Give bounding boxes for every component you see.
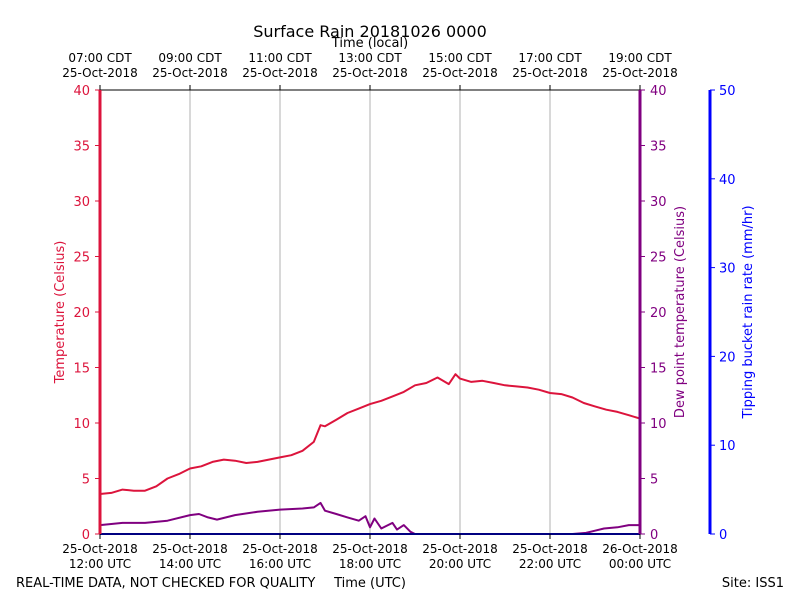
local-tick-time: 15:00 CDT xyxy=(428,51,492,65)
utc-tick-time: 22:00 UTC xyxy=(519,557,581,571)
grid-lines xyxy=(189,90,551,534)
local-tick-date: 25-Oct-2018 xyxy=(62,66,138,80)
temperature-tick-label: 0 xyxy=(82,528,90,543)
utc-tick-time: 18:00 UTC xyxy=(339,557,401,571)
temperature-tick-label: 30 xyxy=(73,195,90,210)
local-tick-date: 25-Oct-2018 xyxy=(242,66,318,80)
temperature-tick-label: 40 xyxy=(73,84,90,99)
utc-tick-date: 25-Oct-2018 xyxy=(152,542,228,556)
series-line-temperature xyxy=(99,373,641,495)
temperature-tick-label: 15 xyxy=(73,362,90,377)
rain-tick-label: 50 xyxy=(719,84,736,99)
local-tick-time: 17:00 CDT xyxy=(518,51,582,65)
axis-ticks: 0 0 5 5 10 10 15 15 20 20 25 25 30 30 35 35 40 40 0 10 20 30 4… xyxy=(62,51,735,571)
temperature-tick-label: 5 xyxy=(82,473,90,488)
y-axis-title-rain-rate: Tipping bucket rain rate (mm/hr) xyxy=(741,205,756,419)
local-tick-time: 11:00 CDT xyxy=(248,51,312,65)
footer-quality-note: REAL-TIME DATA, NOT CHECKED FOR QUALITY xyxy=(16,576,315,591)
dewpoint-tick-label: 15 xyxy=(650,362,667,377)
dewpoint-tick-label: 35 xyxy=(650,140,667,155)
local-tick-time: 09:00 CDT xyxy=(158,51,222,65)
rain-tick-label: 20 xyxy=(719,350,736,365)
local-tick-date: 25-Oct-2018 xyxy=(512,66,588,80)
local-tick-time: 19:00 CDT xyxy=(608,51,672,65)
y-axis-title-temperature: Temperature (Celsius) xyxy=(53,241,68,385)
utc-tick-date: 25-Oct-2018 xyxy=(422,542,498,556)
local-tick-time: 07:00 CDT xyxy=(68,51,132,65)
utc-tick-date: 25-Oct-2018 xyxy=(242,542,318,556)
utc-tick-date: 25-Oct-2018 xyxy=(512,542,588,556)
top-axis-title: Time (local) xyxy=(331,36,408,51)
x-axis-title: Time (UTC) xyxy=(333,576,406,591)
dewpoint-tick-label: 0 xyxy=(650,528,658,543)
utc-tick-date: 25-Oct-2018 xyxy=(332,542,408,556)
utc-tick-date: 25-Oct-2018 xyxy=(62,542,138,556)
local-tick-date: 25-Oct-2018 xyxy=(602,66,678,80)
temperature-tick-label: 20 xyxy=(73,306,90,321)
rain-tick-label: 0 xyxy=(719,528,727,543)
temperature-tick-label: 10 xyxy=(73,417,90,432)
local-tick-date: 25-Oct-2018 xyxy=(332,66,408,80)
dewpoint-tick-label: 40 xyxy=(650,84,667,99)
footer-site-label: Site: ISS1 xyxy=(722,576,784,591)
utc-tick-date: 26-Oct-2018 xyxy=(602,542,678,556)
temperature-tick-label: 25 xyxy=(73,251,90,266)
local-tick-date: 25-Oct-2018 xyxy=(422,66,498,80)
utc-tick-time: 00:00 UTC xyxy=(609,557,671,571)
utc-tick-time: 20:00 UTC xyxy=(429,557,491,571)
local-tick-time: 13:00 CDT xyxy=(338,51,402,65)
dewpoint-tick-label: 10 xyxy=(650,417,667,432)
utc-tick-time: 16:00 UTC xyxy=(249,557,311,571)
dewpoint-tick-label: 25 xyxy=(650,251,667,266)
dewpoint-tick-label: 30 xyxy=(650,195,667,210)
rain-tick-label: 10 xyxy=(719,439,736,454)
rain-tick-label: 30 xyxy=(719,262,736,277)
local-tick-date: 25-Oct-2018 xyxy=(152,66,228,80)
dewpoint-tick-label: 5 xyxy=(650,473,658,488)
rain-tick-label: 40 xyxy=(719,173,736,188)
chart-title: Surface Rain 20181026 0000 xyxy=(253,22,487,41)
y-axis-title-dewpoint: Dew point temperature (Celsius) xyxy=(673,206,688,418)
temperature-tick-label: 35 xyxy=(73,140,90,155)
dewpoint-tick-label: 20 xyxy=(650,306,667,321)
utc-tick-time: 14:00 UTC xyxy=(159,557,221,571)
utc-tick-time: 12:00 UTC xyxy=(69,557,131,571)
